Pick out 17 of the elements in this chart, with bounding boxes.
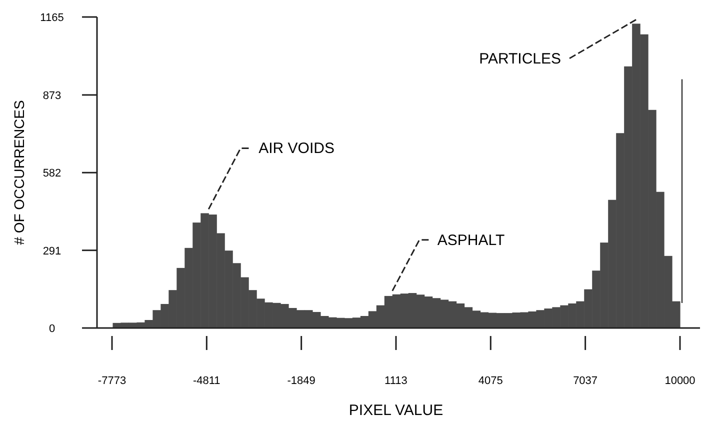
x-tick-label: 4075 [478, 375, 503, 387]
x-axis-title: PIXEL VALUE [348, 402, 444, 419]
y-tick-label: 873 [42, 90, 62, 102]
y-tick-label: 291 [42, 245, 62, 258]
annotation: ASPHALT [437, 232, 505, 249]
x-tick-label: 1113 [384, 375, 408, 387]
y-tick-label: 582 [42, 168, 62, 180]
annotation: AIR VOIDS [258, 140, 334, 158]
y-axis-title: # OF OCCURRENCES [11, 100, 27, 245]
y-tick-label: 0 [48, 323, 56, 335]
x-tick-label: -4811 [192, 375, 220, 387]
x-tick-label: 10000 [664, 375, 696, 387]
y-tick-label: 1165 [40, 12, 64, 24]
x-tick-label: -1849 [287, 375, 316, 387]
x-tick-label: 7037 [573, 375, 598, 387]
annotation: PARTICLES [479, 50, 562, 68]
x-tick-label: -7773 [98, 375, 126, 387]
